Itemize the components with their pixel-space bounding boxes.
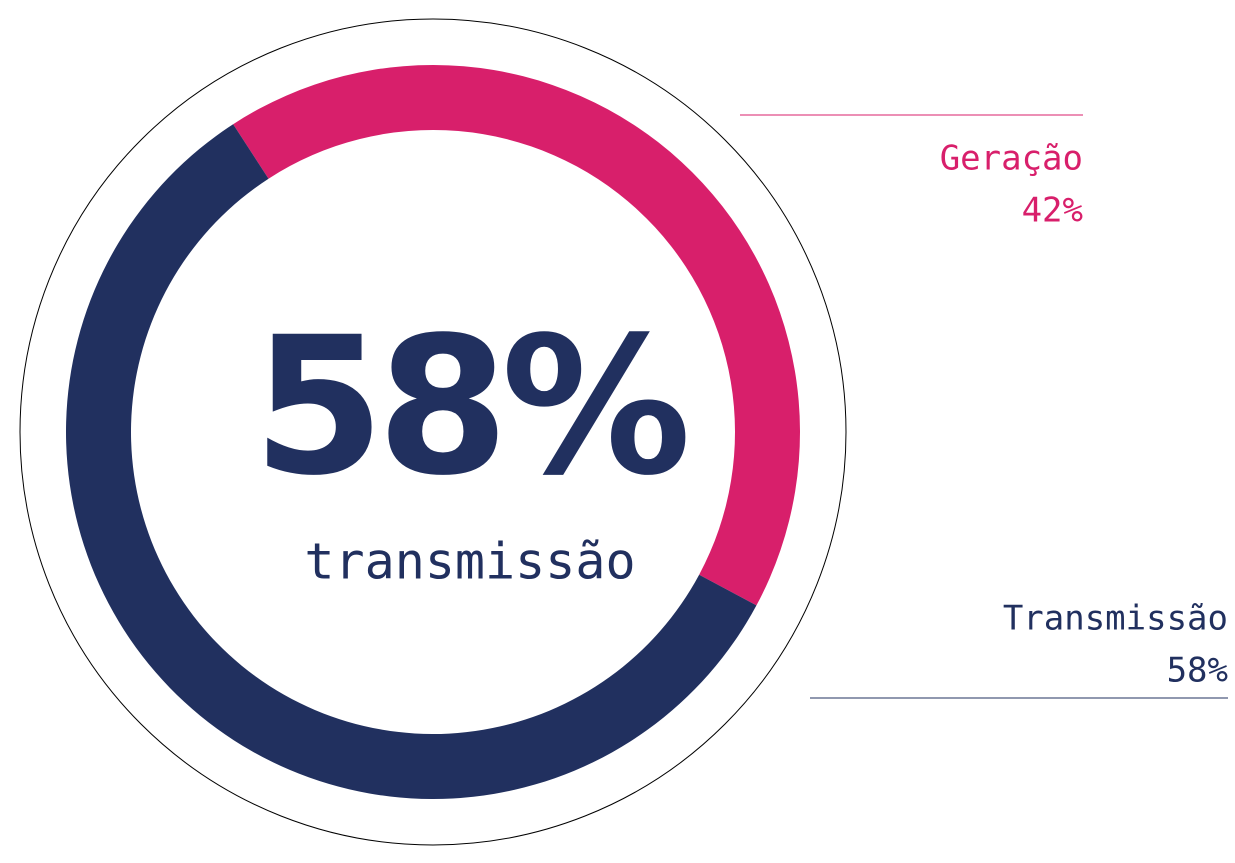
- center-caption: transmissão: [304, 533, 635, 591]
- legend-label: Geração: [940, 139, 1083, 179]
- legend-label: Transmissão: [1003, 599, 1228, 639]
- outer-ring: [19, 18, 847, 846]
- donut-segment: [233, 64, 800, 606]
- legend-value: 42%: [1022, 191, 1083, 231]
- legend-value: 58%: [1167, 651, 1228, 691]
- center-value: 58%: [253, 296, 686, 517]
